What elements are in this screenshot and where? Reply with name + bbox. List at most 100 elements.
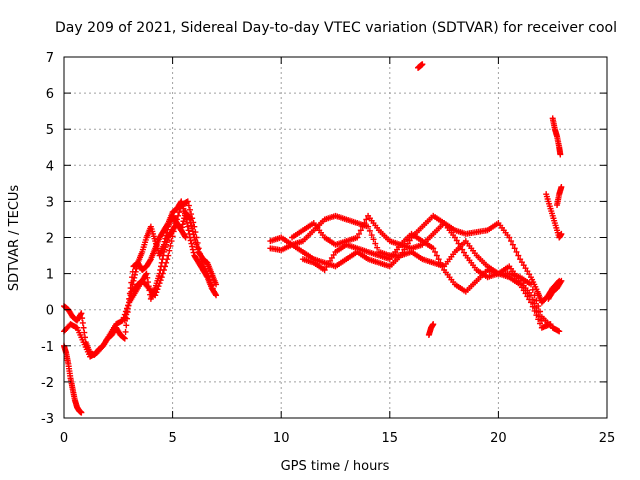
- data-point: [189, 228, 196, 235]
- data-point: [213, 281, 220, 288]
- gridlines: [64, 57, 607, 418]
- data-point: [459, 246, 466, 253]
- data-point: [123, 308, 130, 315]
- data-point: [526, 296, 533, 303]
- data-point: [188, 222, 195, 229]
- y-tick-label: 6: [46, 87, 54, 102]
- data-point: [531, 307, 538, 314]
- chart-title: Day 209 of 2021, Sidereal Day-to-day VTE…: [55, 20, 617, 36]
- data-point: [529, 286, 536, 293]
- data-point: [368, 232, 375, 239]
- data-point: [361, 220, 368, 227]
- data-point: [182, 234, 189, 241]
- data-point: [186, 206, 193, 213]
- y-tick-label: 5: [46, 123, 54, 138]
- data-point: [535, 316, 542, 323]
- data-point: [132, 268, 139, 275]
- data-point: [518, 259, 525, 266]
- data-point: [517, 256, 524, 263]
- data-point: [430, 245, 437, 252]
- data-point: [537, 320, 544, 327]
- data-point: [533, 312, 540, 319]
- data-point: [357, 227, 364, 234]
- data-point: [433, 252, 440, 259]
- data-point: [176, 209, 183, 216]
- data-point: [158, 263, 165, 270]
- data-point: [509, 241, 516, 248]
- x-tick-label: 20: [490, 431, 507, 446]
- data-point: [529, 303, 536, 310]
- data-point: [537, 313, 544, 320]
- data-point: [160, 252, 167, 259]
- x-tick-label: 25: [599, 431, 616, 446]
- data-point: [327, 257, 334, 264]
- data-point: [508, 238, 515, 245]
- data-point: [180, 218, 187, 225]
- data-point: [133, 265, 140, 272]
- data-point: [158, 259, 165, 266]
- data-point: [518, 284, 525, 291]
- data-point: [143, 270, 150, 277]
- data-point: [179, 221, 186, 228]
- data-point: [435, 256, 442, 263]
- data-point: [374, 244, 381, 251]
- data-point: [131, 271, 138, 278]
- data-point: [533, 297, 540, 304]
- y-tick-label: -2: [41, 376, 54, 391]
- data-point: [126, 299, 133, 306]
- data-point: [208, 282, 215, 289]
- data-point: [146, 287, 153, 294]
- x-tick-label: 10: [273, 431, 290, 446]
- data-point: [159, 256, 166, 263]
- data-point: [520, 287, 527, 294]
- data-point: [189, 246, 196, 253]
- y-axis-label: SDTVAR / TECUs: [7, 185, 22, 292]
- data-point: [181, 215, 188, 222]
- data-point: [522, 265, 529, 272]
- y-tick-label: 3: [46, 195, 54, 210]
- data-point: [80, 324, 87, 331]
- data-point: [461, 249, 468, 256]
- data-point: [168, 238, 175, 245]
- data-point: [556, 328, 563, 335]
- data-point: [186, 215, 193, 222]
- data-point: [144, 279, 151, 286]
- y-tick-label: -3: [41, 412, 54, 427]
- data-point: [175, 212, 182, 219]
- data-point: [185, 227, 192, 234]
- data-point: [372, 240, 379, 247]
- data-point: [181, 233, 188, 240]
- data-point: [453, 237, 460, 244]
- axis-ticks: 0 5 10 15 20 25 -3 -2 -1 0 1 2 3 4 5 6 7: [41, 51, 615, 446]
- x-axis-label: GPS time / hours: [281, 459, 390, 474]
- data-point: [186, 216, 193, 223]
- data-point: [430, 321, 437, 328]
- data-point: [511, 245, 518, 252]
- data-point: [365, 223, 372, 230]
- y-tick-label: 4: [46, 159, 54, 174]
- data-point: [144, 274, 151, 281]
- data-point: [122, 328, 129, 335]
- data-point: [184, 223, 191, 230]
- data-point: [190, 249, 197, 256]
- data-point: [190, 231, 197, 238]
- data-point: [213, 292, 220, 299]
- data-point: [366, 227, 373, 234]
- data-point: [455, 240, 462, 247]
- data-point: [130, 277, 137, 284]
- data-point: [325, 260, 332, 267]
- data-point: [131, 274, 138, 281]
- data-point: [142, 271, 149, 278]
- data-point: [328, 254, 335, 261]
- data-point: [123, 322, 130, 329]
- data-point: [189, 225, 196, 232]
- data-point: [129, 281, 136, 288]
- data-point: [527, 292, 534, 299]
- data-point: [533, 304, 540, 311]
- y-tick-label: 7: [46, 51, 54, 66]
- data-point: [124, 305, 131, 312]
- x-tick-label: 15: [382, 431, 399, 446]
- data-point: [538, 317, 545, 324]
